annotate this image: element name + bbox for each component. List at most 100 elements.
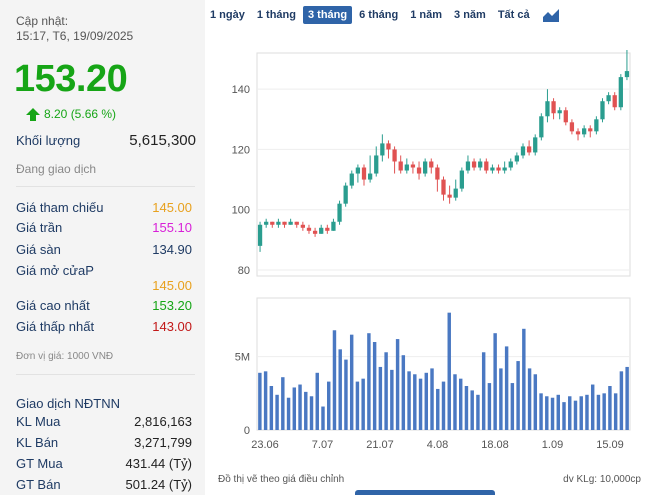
foreign-row: GT Bán 501.24 (Tỷ) <box>16 477 192 492</box>
volume-bar <box>321 406 325 430</box>
price-row-label: Giá cao nhất <box>16 298 90 313</box>
trading-status: Đang giao dịch <box>16 162 97 176</box>
candle-body <box>453 188 458 198</box>
volume-bar <box>436 388 440 430</box>
price-row-value: 155.10 <box>152 220 192 235</box>
volume-unit-note: dv KLg: 10,000cp <box>563 474 641 485</box>
volume-bar <box>522 328 526 430</box>
price-row: Giá mở cửaP <box>16 263 192 278</box>
foreign-row-label: KL Mua <box>16 414 61 429</box>
price-row: Giá cao nhất 153.20 <box>16 298 192 313</box>
period-tabs: 1 ngày 1 tháng 3 tháng 6 tháng 1 năm 3 năm Tất… <box>205 6 559 24</box>
volume-bar <box>344 359 348 430</box>
volume-bar <box>309 396 314 430</box>
volume-bar <box>424 372 429 430</box>
volume-bar <box>476 394 480 430</box>
candle-body <box>563 110 568 123</box>
volume-bar <box>470 390 474 430</box>
candle-body <box>588 128 593 132</box>
volume-bar <box>395 339 400 430</box>
candle-body <box>257 224 263 246</box>
price-tick-label: 100 <box>232 205 250 217</box>
price-tick-label: 140 <box>232 84 250 96</box>
volume-tick-label: 5M <box>235 352 250 364</box>
updated-time: 15:17, T6, 19/09/2025 <box>16 29 134 43</box>
candle-body <box>600 101 605 120</box>
candle-body <box>471 161 477 168</box>
volume-bar <box>430 368 434 430</box>
volume-bar <box>573 400 578 430</box>
foreign-row-value: 501.24 (Tỷ) <box>125 477 192 492</box>
divider <box>16 186 195 187</box>
volume-bar <box>568 396 572 430</box>
volume-bar <box>298 384 302 430</box>
divider <box>16 374 195 375</box>
candle-body <box>343 185 348 204</box>
volume-bar <box>275 394 279 430</box>
tab-1-tháng[interactable]: 1 tháng <box>256 9 296 21</box>
candle-body <box>526 146 532 153</box>
scroll-indicator[interactable] <box>355 490 495 495</box>
candle-body <box>545 101 550 117</box>
candle-body <box>496 167 501 171</box>
candle-body <box>551 101 556 114</box>
volume-bar <box>527 368 532 430</box>
volume-bar <box>545 396 549 430</box>
candle-body <box>508 161 513 168</box>
price-row-value: 145.00 <box>152 200 192 215</box>
chart-svg: 80 100 120 140 5M 023.06 7.07 21.07 4.08 18.08 1.0… <box>232 49 631 451</box>
volume-row: Khối lượng 5,615,300 <box>16 132 196 149</box>
price-row: Giá sàn 134.90 <box>16 242 192 257</box>
candle-body <box>355 167 361 174</box>
candle-body <box>337 203 342 222</box>
tab-Tất-cả[interactable]: Tất cả <box>497 9 530 21</box>
volume-bar <box>464 386 469 430</box>
candle-body <box>294 221 299 225</box>
price-pane-frame <box>256 52 631 277</box>
volume-bar <box>458 378 463 430</box>
unit-note: Đơn vị giá: 1000 VNĐ <box>16 351 114 362</box>
volume-bar <box>390 369 394 430</box>
candle-body <box>484 161 489 171</box>
candle-body <box>459 170 464 189</box>
quote-panel: Cập nhật: 15:17, T6, 19/09/2025 153.20 8… <box>0 0 205 495</box>
chart-footnote: Đồ thị vẽ theo giá điều chỉnh <box>218 474 345 485</box>
candle-body <box>312 230 318 234</box>
x-tick-label: 4.08 <box>427 439 448 451</box>
x-tick-label: 7.07 <box>312 439 333 451</box>
candle-body <box>306 227 312 231</box>
updated-label: Cập nhật: <box>16 14 69 28</box>
foreign-row-value: 2,816,163 <box>134 414 192 429</box>
candle-body <box>392 149 397 162</box>
volume-bar <box>487 383 492 430</box>
price-change-text: 8.20 (5.66 %) <box>44 107 117 121</box>
volume-bar <box>327 381 331 430</box>
candle-body <box>435 167 440 180</box>
candle-body <box>514 155 520 162</box>
volume-bar <box>418 378 423 430</box>
volume-bar <box>585 394 589 430</box>
volume-bar <box>304 391 308 430</box>
tab-6-tháng[interactable]: 6 tháng <box>359 9 399 21</box>
price-change: 8.20 (5.66 %) <box>26 107 116 121</box>
candle-body <box>569 122 575 132</box>
candle-body <box>270 221 275 225</box>
volume-bar <box>504 346 509 430</box>
volume-bar <box>493 333 497 430</box>
volume-bar <box>315 372 319 430</box>
candle-body <box>416 167 422 174</box>
volume-bar <box>533 374 538 430</box>
foreign-row: KL Mua 2,816,163 <box>16 414 192 429</box>
chart-type-icon[interactable] <box>542 8 559 22</box>
volume-bar <box>413 374 417 430</box>
price-row-label: Giá sàn <box>16 242 61 257</box>
candle-body <box>276 221 281 225</box>
candle-body <box>575 131 581 135</box>
candle-body <box>606 95 611 102</box>
tab-3-tháng[interactable]: 3 tháng <box>302 6 353 24</box>
tab-1-năm[interactable]: 1 năm <box>410 9 443 21</box>
volume-bar <box>263 371 268 430</box>
tab-1-ngày[interactable]: 1 ngày <box>210 9 245 21</box>
foreign-row: GT Mua 431.44 (Tỷ) <box>16 456 192 471</box>
tab-3-năm[interactable]: 3 năm <box>454 9 486 21</box>
